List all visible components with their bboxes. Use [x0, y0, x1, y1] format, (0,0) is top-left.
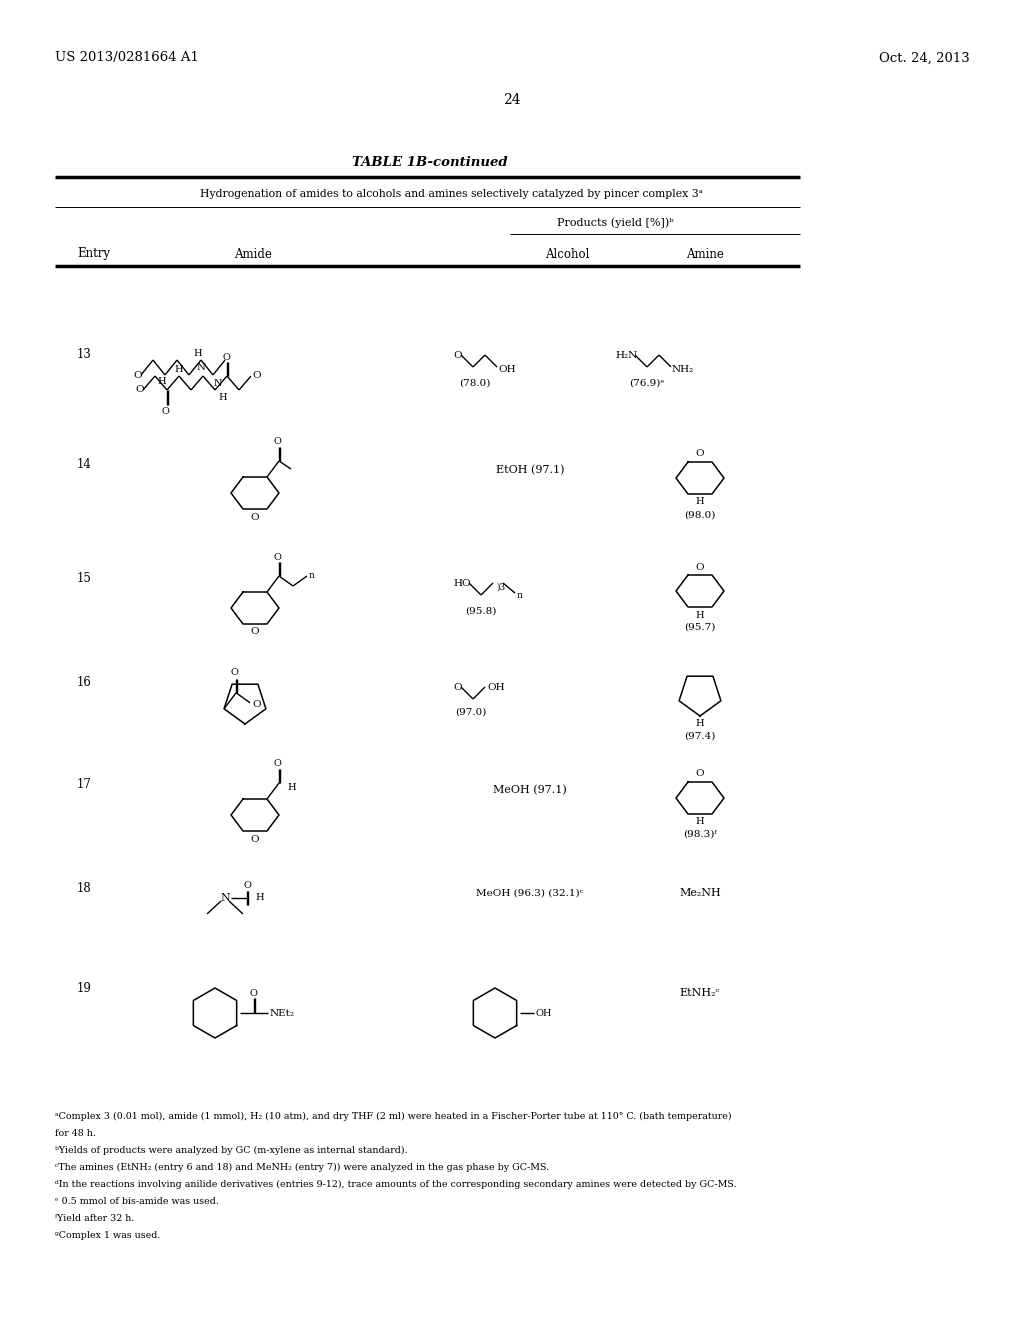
Text: Amide: Amide: [234, 248, 272, 260]
Text: ᵃComplex 3 (0.01 mol), amide (1 mmol), H₂ (10 atm), and dry THF (2 ml) were heat: ᵃComplex 3 (0.01 mol), amide (1 mmol), H…: [55, 1111, 731, 1121]
Text: H: H: [695, 817, 705, 826]
Text: 16: 16: [77, 676, 92, 689]
Text: ᶠYield after 32 h.: ᶠYield after 32 h.: [55, 1214, 134, 1224]
Text: 24: 24: [503, 92, 521, 107]
Text: n: n: [517, 590, 523, 599]
Text: HO: HO: [453, 578, 471, 587]
Text: H: H: [255, 894, 263, 903]
Text: O: O: [230, 668, 238, 677]
Text: EtOH (97.1): EtOH (97.1): [496, 465, 564, 475]
Text: H₂N: H₂N: [615, 351, 637, 359]
Text: 17: 17: [77, 779, 92, 792]
Text: O: O: [251, 627, 259, 636]
Text: H: H: [695, 498, 705, 507]
Text: 15: 15: [77, 572, 92, 585]
Text: (98.0): (98.0): [684, 511, 716, 520]
Text: O: O: [161, 408, 169, 417]
Text: ᵉ 0.5 mmol of bis-amide was used.: ᵉ 0.5 mmol of bis-amide was used.: [55, 1197, 219, 1206]
Text: (95.7): (95.7): [684, 623, 716, 631]
Text: NEt₂: NEt₂: [270, 1008, 295, 1018]
Text: Amine: Amine: [686, 248, 724, 260]
Text: for 48 h.: for 48 h.: [55, 1129, 96, 1138]
Text: O: O: [695, 562, 705, 572]
Text: Entry: Entry: [77, 248, 110, 260]
Text: ᵍComplex 1 was used.: ᵍComplex 1 was used.: [55, 1232, 161, 1239]
Text: H: H: [695, 719, 705, 729]
Text: OH: OH: [487, 682, 505, 692]
Text: H: H: [287, 783, 296, 792]
Text: O: O: [273, 553, 281, 561]
Text: US 2013/0281664 A1: US 2013/0281664 A1: [55, 51, 199, 65]
Text: (97.4): (97.4): [684, 731, 716, 741]
Text: NH₂: NH₂: [672, 364, 694, 374]
Text: Products (yield [%])ᵇ: Products (yield [%])ᵇ: [557, 218, 674, 228]
Text: H: H: [695, 610, 705, 619]
Text: O: O: [252, 701, 261, 709]
Text: EtNH₂ᶜ: EtNH₂ᶜ: [680, 987, 720, 998]
Text: ᵈIn the reactions involving anilide derivatives (entries 9-12), trace amounts of: ᵈIn the reactions involving anilide deri…: [55, 1180, 736, 1189]
Text: 18: 18: [77, 882, 92, 895]
Text: O: O: [251, 834, 259, 843]
Text: O: O: [695, 770, 705, 779]
Text: TABLE 1B-continued: TABLE 1B-continued: [352, 157, 508, 169]
Text: H: H: [194, 350, 203, 359]
Text: 14: 14: [77, 458, 92, 471]
Text: N: N: [220, 894, 229, 903]
Text: N: N: [214, 380, 222, 388]
Text: O: O: [222, 354, 230, 363]
Text: ᵇYields of products were analyzed by GC (m-xylene as internal standard).: ᵇYields of products were analyzed by GC …: [55, 1146, 408, 1155]
Text: Alcohol: Alcohol: [545, 248, 589, 260]
Text: H: H: [218, 392, 226, 401]
Text: (95.8): (95.8): [465, 606, 497, 615]
Text: (97.0): (97.0): [456, 708, 486, 717]
Text: )3: )3: [496, 582, 505, 591]
Text: n: n: [309, 572, 314, 581]
Text: (76.9)ᵉ: (76.9)ᵉ: [630, 379, 665, 388]
Text: O: O: [135, 385, 143, 395]
Text: O: O: [249, 989, 257, 998]
Text: OH: OH: [536, 1008, 553, 1018]
Text: Hydrogenation of amides to alcohols and amines selectively catalyzed by pincer c: Hydrogenation of amides to alcohols and …: [200, 189, 703, 199]
Text: O: O: [453, 351, 462, 359]
Text: O: O: [252, 371, 261, 380]
Text: Me₂NH: Me₂NH: [679, 888, 721, 898]
Text: O: O: [243, 882, 251, 891]
Text: Oct. 24, 2013: Oct. 24, 2013: [880, 51, 970, 65]
Text: MeOH (97.1): MeOH (97.1): [494, 785, 567, 795]
Text: H: H: [175, 366, 183, 375]
Text: 19: 19: [77, 982, 92, 994]
Text: (78.0): (78.0): [460, 379, 490, 388]
Text: 13: 13: [77, 348, 92, 362]
Text: O: O: [453, 682, 462, 692]
Text: O: O: [695, 450, 705, 458]
Text: O: O: [273, 759, 281, 768]
Text: N: N: [196, 363, 205, 372]
Text: O: O: [273, 437, 281, 446]
Text: OH: OH: [498, 364, 516, 374]
Text: H: H: [158, 378, 166, 387]
Text: ᶜThe amines (EtNH₂ (entry 6 and 18) and MeNH₂ (entry 7)) were analyzed in the ga: ᶜThe amines (EtNH₂ (entry 6 and 18) and …: [55, 1163, 549, 1172]
Text: O: O: [251, 512, 259, 521]
Text: O: O: [133, 371, 141, 380]
Text: MeOH (96.3) (32.1)ᶜ: MeOH (96.3) (32.1)ᶜ: [476, 888, 584, 898]
Text: (98.3)ᶠ: (98.3)ᶠ: [683, 829, 717, 838]
